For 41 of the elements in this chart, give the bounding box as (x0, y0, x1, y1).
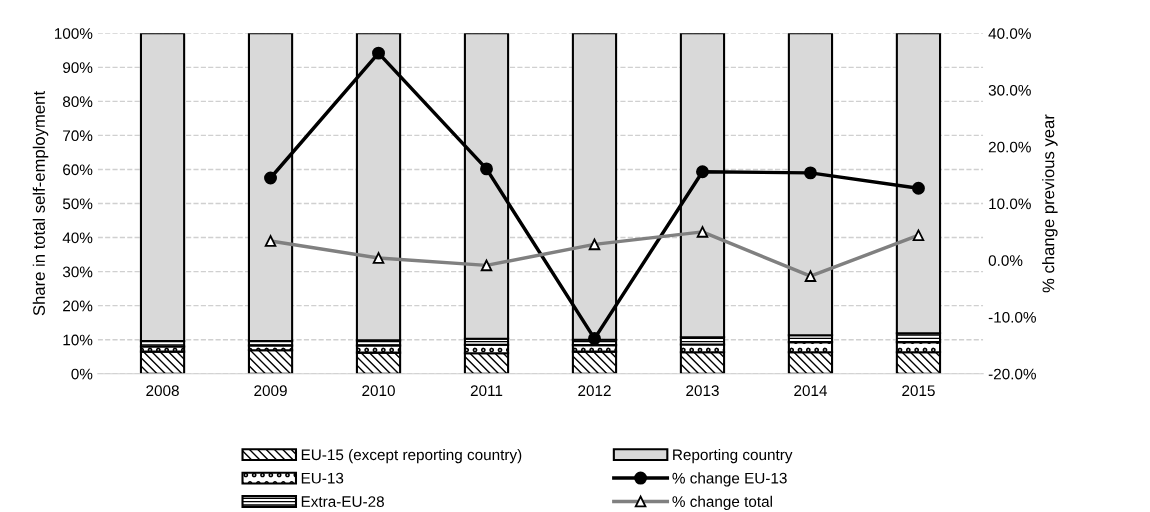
point (264, 171, 277, 185)
point (911, 181, 925, 195)
y-tick-label: 20% (63, 300, 93, 312)
point (588, 332, 601, 346)
legend-label: % change total (672, 495, 772, 511)
y2-tick-label: 30.0% (988, 84, 1031, 96)
point (480, 162, 493, 176)
y-tick-label: 30% (62, 266, 93, 278)
legend-label: % change EU-13 (672, 472, 787, 487)
y-axis-title: Share in total self-employment (32, 91, 49, 316)
x-tick-label: 2008 (146, 385, 179, 397)
y-tick-label: 100% (54, 28, 93, 39)
y-tick-label: 80% (62, 96, 93, 108)
y-tick-label: 50% (62, 198, 93, 210)
x-tick-label: 2009 (254, 385, 287, 397)
x-tick-label: 2014 (794, 385, 828, 397)
legend-label: Extra-EU-28 (301, 496, 384, 507)
x-tick-label: 2013 (686, 385, 719, 397)
y2-axis-title: % change previous year (1042, 114, 1058, 293)
legend-label: EU-13 (301, 472, 344, 484)
y-tick-label: 10% (63, 334, 93, 346)
y2-tick-label: -10.0% (988, 311, 1036, 323)
y-tick-label: 60% (63, 164, 93, 176)
x-tick-label: 2012 (578, 385, 611, 397)
legend-label: EU-15 (except reporting country) (301, 448, 522, 464)
legend-label: Reporting country (673, 448, 793, 464)
x-tick-label: 2011 (470, 385, 503, 397)
x-tick-label: 2015 (902, 385, 935, 397)
y-tick-label: 70% (63, 130, 93, 142)
y2-tick-label: 0.0% (988, 255, 1023, 266)
y-tick-label: 40% (62, 232, 93, 244)
point (804, 166, 817, 180)
y-tick-label: 90% (63, 62, 93, 74)
y2-tick-label: 10.0% (989, 198, 1031, 210)
x-tick-label: 2010 (362, 385, 395, 397)
point (372, 46, 385, 60)
y2-tick-label: 40.0% (988, 28, 1031, 39)
point (696, 165, 709, 179)
y2-tick-label: -20.0% (988, 368, 1036, 380)
y-tick-label: 0% (71, 368, 93, 380)
y2-tick-label: 20.0% (988, 141, 1031, 153)
